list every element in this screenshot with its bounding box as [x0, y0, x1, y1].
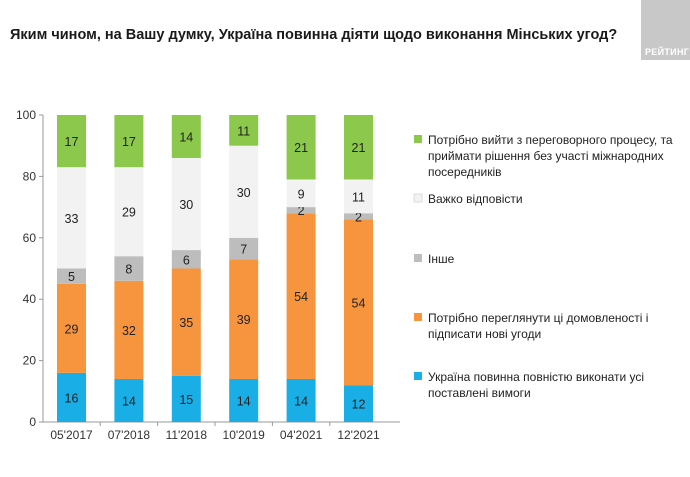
data-label: 29 [65, 322, 79, 336]
data-label: 15 [179, 393, 193, 407]
bar-segment [57, 372, 86, 422]
bar-segment [114, 167, 144, 257]
bar-segment [344, 179, 373, 214]
y-tick-label: 100 [16, 108, 36, 122]
bar-segment [57, 115, 86, 168]
y-tick-label: 40 [23, 292, 37, 306]
bar-segment [171, 250, 201, 269]
bar-segment [286, 207, 316, 214]
data-label: 8 [125, 263, 132, 277]
legend-label: посередників [428, 165, 502, 179]
bar-segment [114, 379, 144, 422]
data-label: 2 [355, 210, 362, 224]
legend-label: підписати нові угоди [428, 327, 541, 341]
bar-segment [114, 115, 144, 168]
data-label: 14 [179, 130, 193, 144]
legend-label: Важко відповісти [428, 192, 523, 206]
data-label: 54 [294, 290, 308, 304]
legend-label: Інше [428, 252, 455, 266]
legend-label: поставлені вимоги [428, 386, 531, 400]
data-label: 16 [65, 391, 79, 405]
bar-segment [114, 280, 144, 380]
data-label: 39 [237, 313, 251, 327]
bar-segment [57, 268, 86, 284]
bar-segment [286, 213, 316, 380]
data-label: 12 [352, 398, 366, 412]
legend-label: приймати рішення без участі міжнародних [428, 149, 664, 163]
data-label: 21 [294, 141, 308, 155]
data-label: 17 [122, 135, 136, 149]
data-label: 30 [237, 186, 251, 200]
data-label: 35 [179, 316, 193, 330]
data-label: 54 [352, 296, 366, 310]
data-label: 32 [122, 324, 136, 338]
bar-segment [171, 115, 201, 158]
bar-segment [171, 375, 201, 422]
rating-logo: РЕЙТИНГ [641, 0, 690, 60]
bar-segment [229, 145, 259, 238]
legend-label: Потрібно вийти з переговорного процесу, … [428, 133, 673, 147]
bar-segment [229, 259, 259, 380]
x-tick-label: 12'2021 [337, 428, 380, 442]
y-tick-label: 60 [23, 231, 37, 245]
bar-segment [344, 385, 373, 422]
bar-segment [344, 115, 373, 180]
bar-segment [229, 379, 259, 422]
data-label: 14 [122, 395, 136, 409]
logo-text: РЕЙТИНГ [645, 47, 690, 57]
legend-label: Потрібно переглянути ці домовленості і [428, 311, 648, 325]
bar-segment [344, 213, 373, 220]
chart-title: Яким чином, на Вашу думку, Україна повин… [10, 27, 618, 43]
x-tick-label: 05'2017 [50, 428, 93, 442]
data-label: 21 [352, 141, 366, 155]
bar-segment [229, 237, 259, 260]
data-label: 9 [298, 187, 305, 201]
bar-segment [57, 283, 86, 373]
bar-segment [344, 219, 373, 386]
data-label: 29 [122, 206, 136, 220]
legend-swatch [414, 372, 422, 380]
data-label: 14 [237, 395, 251, 409]
data-label: 17 [65, 135, 79, 149]
y-tick-label: 0 [29, 415, 36, 429]
data-label: 5 [68, 270, 75, 284]
data-label: 33 [65, 212, 79, 226]
data-label: 30 [179, 198, 193, 212]
data-label: 11 [237, 124, 250, 138]
legend-swatch [413, 193, 423, 203]
x-tick-label: 11'2018 [166, 428, 208, 442]
bar-segment [286, 179, 316, 208]
legend-swatch [414, 135, 422, 143]
bar-segment [114, 256, 144, 281]
bar-segment [57, 167, 86, 269]
legend-swatch [414, 313, 422, 321]
data-label: 11 [352, 190, 365, 204]
data-label: 7 [240, 243, 247, 257]
y-tick-label: 80 [23, 169, 37, 183]
bar-segment [171, 268, 201, 376]
bar-segment [171, 157, 201, 251]
data-label: 2 [298, 204, 305, 218]
x-tick-label: 07'2018 [108, 428, 151, 442]
bar-segment [286, 115, 316, 180]
bar-segment [286, 379, 316, 422]
x-tick-label: 04'2021 [280, 428, 323, 442]
legend-label: Україна повинна повністю виконати усі [428, 370, 644, 384]
data-label: 14 [294, 395, 308, 409]
x-tick-label: 10'2019 [223, 428, 266, 442]
y-tick-label: 20 [23, 354, 37, 368]
bar-segment [229, 115, 259, 146]
legend-swatch [414, 254, 422, 262]
data-label: 6 [183, 253, 190, 267]
